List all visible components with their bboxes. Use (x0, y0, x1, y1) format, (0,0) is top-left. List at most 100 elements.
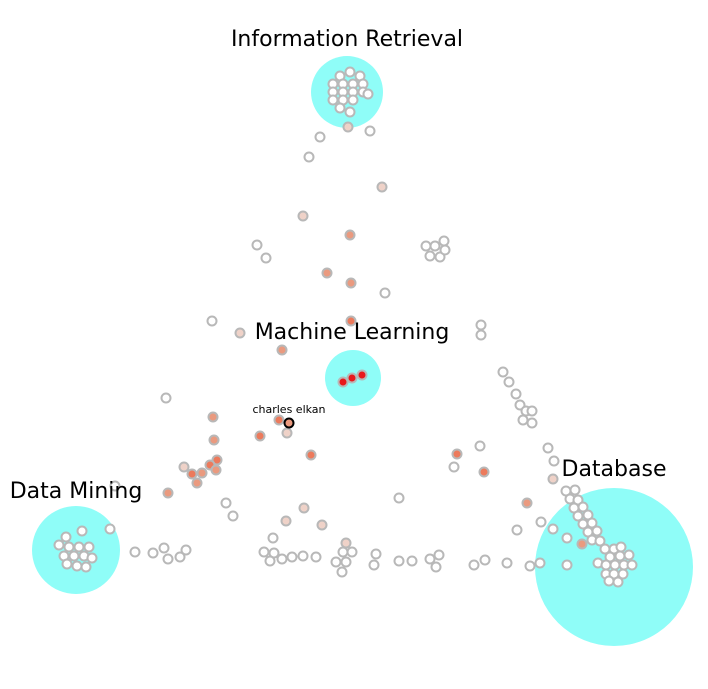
author-node[interactable] (548, 455, 560, 467)
author-node[interactable] (501, 557, 513, 569)
author-node[interactable] (251, 239, 263, 251)
author-node[interactable] (347, 94, 359, 106)
author-node[interactable] (280, 515, 292, 527)
author-node[interactable] (594, 535, 606, 547)
author-node[interactable] (297, 210, 309, 222)
author-node[interactable] (478, 466, 490, 478)
author-node[interactable] (615, 541, 627, 553)
author-node[interactable] (337, 376, 349, 388)
author-node[interactable] (71, 560, 83, 572)
author-node[interactable] (310, 551, 322, 563)
author-node[interactable] (617, 568, 629, 580)
author-node[interactable] (305, 449, 317, 461)
author-node[interactable] (53, 539, 65, 551)
author-node[interactable] (158, 542, 170, 554)
author-node[interactable] (162, 553, 174, 565)
author-node[interactable] (330, 556, 342, 568)
author-node[interactable] (344, 106, 356, 118)
author-node[interactable] (60, 531, 72, 543)
author-node[interactable] (438, 235, 450, 247)
author-node[interactable] (368, 559, 380, 571)
author-node[interactable] (376, 181, 388, 193)
author-node[interactable] (475, 329, 487, 341)
author-node[interactable] (186, 468, 198, 480)
author-node[interactable] (547, 473, 559, 485)
author-node[interactable] (424, 553, 436, 565)
author-node[interactable] (340, 537, 352, 549)
author-node[interactable] (524, 560, 536, 572)
author-node[interactable] (162, 487, 174, 499)
author-node[interactable] (303, 151, 315, 163)
author-node[interactable] (337, 546, 349, 558)
author-node[interactable] (104, 523, 116, 535)
author-node[interactable] (586, 517, 598, 529)
author-node[interactable] (534, 557, 546, 569)
author-node[interactable] (276, 553, 288, 565)
author-node[interactable] (210, 464, 222, 476)
author-node[interactable] (370, 548, 382, 560)
author-node[interactable] (429, 240, 441, 252)
author-node[interactable] (180, 544, 192, 556)
author-node[interactable] (439, 244, 451, 256)
author-node[interactable] (600, 559, 612, 571)
author-node[interactable] (345, 277, 357, 289)
author-node[interactable] (572, 510, 584, 522)
author-node[interactable] (234, 327, 246, 339)
author-node[interactable] (147, 547, 159, 559)
author-node[interactable] (208, 434, 220, 446)
author-node[interactable] (63, 541, 75, 553)
author-node[interactable] (160, 392, 172, 404)
author-node[interactable] (327, 94, 339, 106)
author-node[interactable] (535, 516, 547, 528)
author-node[interactable] (406, 555, 418, 567)
author-node[interactable] (321, 267, 333, 279)
author-node[interactable] (468, 559, 480, 571)
author-node[interactable] (451, 448, 463, 460)
author-node[interactable] (420, 240, 432, 252)
author-node[interactable] (336, 566, 348, 578)
author-node[interactable] (591, 525, 603, 537)
author-node[interactable] (191, 477, 203, 489)
author-node[interactable] (346, 372, 358, 384)
author-node[interactable] (68, 550, 80, 562)
author-node[interactable] (334, 102, 346, 114)
author-node[interactable] (379, 287, 391, 299)
author-node[interactable] (220, 497, 232, 509)
author-node[interactable] (344, 66, 356, 78)
author-node[interactable] (547, 523, 559, 535)
author-node[interactable] (362, 88, 374, 100)
author-node[interactable] (207, 411, 219, 423)
author-node[interactable] (433, 549, 445, 561)
author-node[interactable] (561, 559, 573, 571)
author-node[interactable] (227, 510, 239, 522)
author-node[interactable] (174, 551, 186, 563)
author-node[interactable] (448, 461, 460, 473)
author-node[interactable] (86, 552, 98, 564)
author-node[interactable] (267, 532, 279, 544)
author-node[interactable] (316, 519, 328, 531)
author-node[interactable] (626, 559, 638, 571)
author-node[interactable] (503, 376, 515, 388)
author-node[interactable] (526, 405, 538, 417)
author-node[interactable] (356, 369, 368, 381)
author-node[interactable] (342, 121, 354, 133)
author-node[interactable] (393, 555, 405, 567)
author-node[interactable] (364, 125, 376, 137)
author-node[interactable] (569, 484, 581, 496)
author-node[interactable] (510, 388, 522, 400)
author-node[interactable] (286, 551, 298, 563)
author-node[interactable] (603, 575, 615, 587)
author-node[interactable] (76, 525, 88, 537)
author-node[interactable] (254, 430, 266, 442)
author-node[interactable] (258, 546, 270, 558)
selected-author-node[interactable] (283, 417, 295, 429)
author-node[interactable] (424, 250, 436, 262)
author-node[interactable] (393, 492, 405, 504)
author-node[interactable] (623, 549, 635, 561)
author-node[interactable] (298, 502, 310, 514)
author-node[interactable] (345, 315, 357, 327)
author-node[interactable] (314, 131, 326, 143)
author-node[interactable] (475, 319, 487, 331)
author-node[interactable] (576, 538, 588, 550)
author-node[interactable] (73, 541, 85, 553)
